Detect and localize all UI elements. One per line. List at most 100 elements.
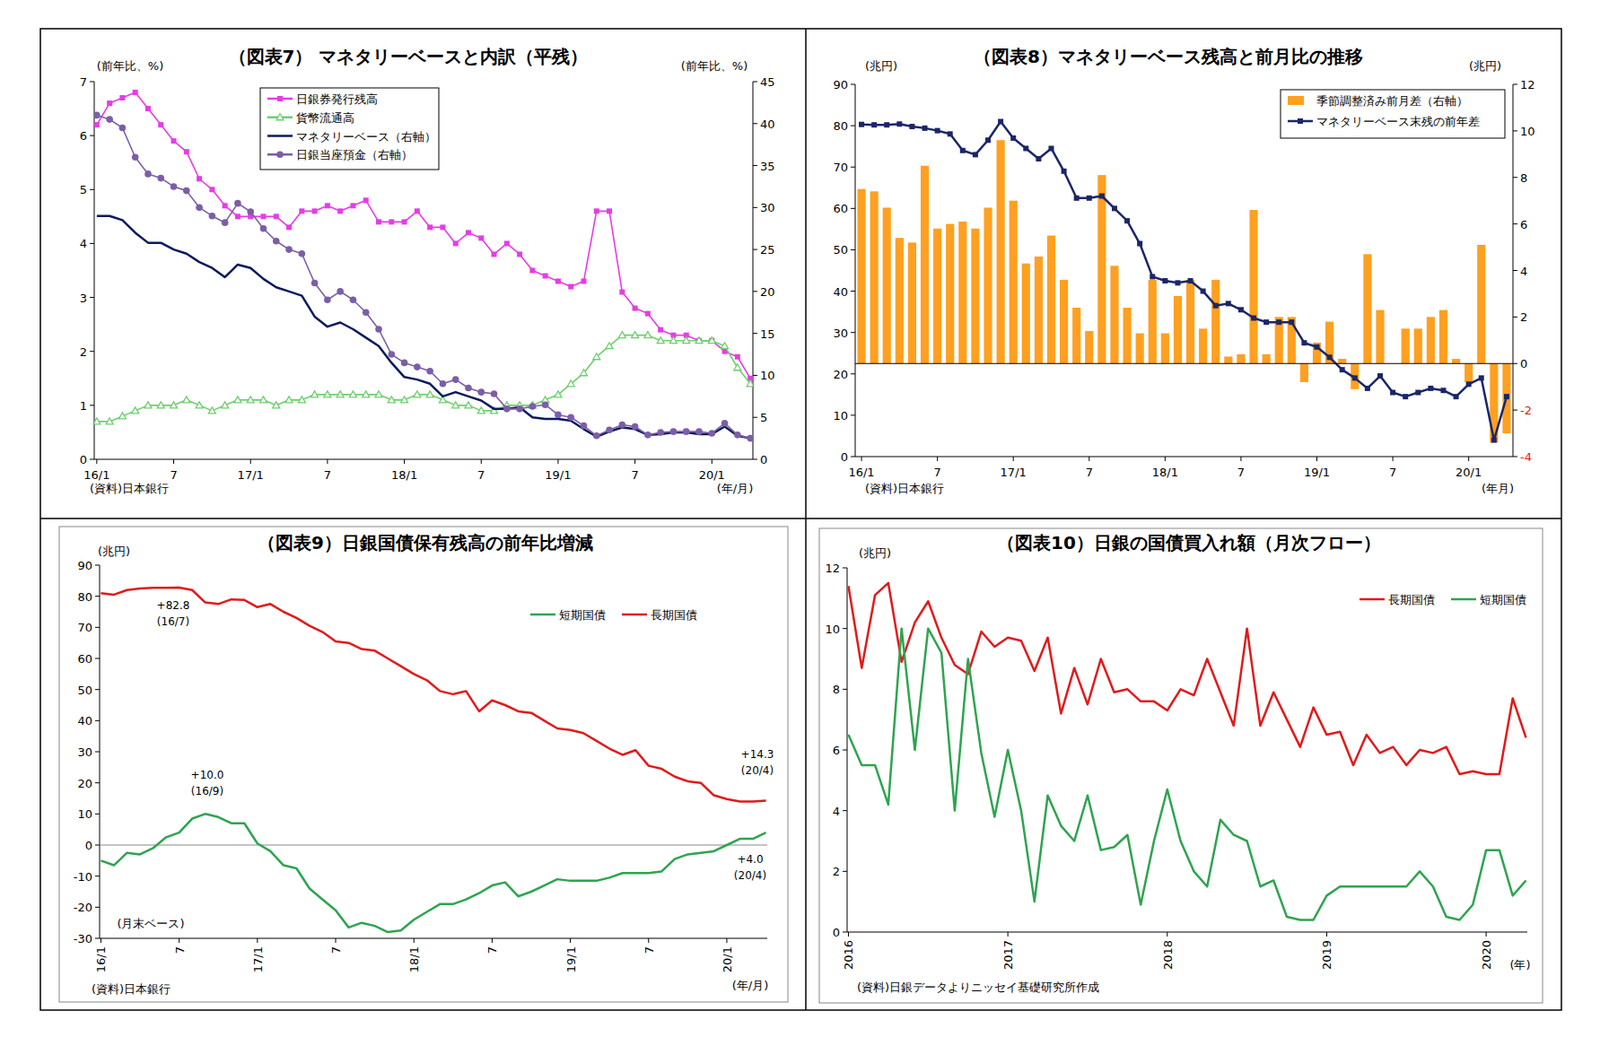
marker [209,212,217,220]
marker [285,245,293,254]
marker [1099,193,1105,200]
y2-axis-label: (兆円) [1468,59,1502,73]
marker [273,213,280,219]
marker [1478,375,1485,381]
x-tick [1316,456,1318,462]
marker [605,342,613,350]
marker [1276,319,1282,325]
y-tick [89,404,95,406]
marker [503,405,511,413]
annotation: (16/9) [191,785,224,798]
marker [1124,218,1130,224]
x-tick-label: 7 [323,468,332,482]
y2-tick-label: 25 [760,243,776,257]
bar [1072,307,1081,364]
divider [40,517,1562,520]
source: (資料)日本銀行 [89,481,169,496]
legend-label: 長期国債 [650,608,698,622]
bar [1337,358,1347,364]
y2-tick-label: 35 [760,159,776,174]
plot-area [856,119,1511,444]
marker [452,402,460,409]
marker [414,208,420,214]
x-tick-label: 16/1 [94,946,108,973]
outer-frame [40,28,1562,1011]
marker [594,208,600,214]
x-tick [1088,456,1090,462]
marker [1225,300,1232,307]
marker [426,391,434,398]
marker [644,332,652,339]
marker [529,268,535,274]
legend-swatch [1451,598,1477,602]
y2-tick-label: 0 [1520,357,1528,371]
marker [1238,306,1244,313]
y2-tick-label: 20 [760,285,776,299]
y2-tick-label: 15 [760,327,776,341]
x-tick-label: 20/1 [699,468,726,482]
line [100,587,766,803]
y-tick-label: 20 [77,777,93,791]
x-axis-label: (年月) [1481,481,1514,496]
marker [670,428,678,436]
legend-label: 短期国債 [559,608,606,622]
marker [401,359,409,368]
divider [804,28,807,1011]
plot-area [848,583,1526,921]
legend-marker [276,150,284,158]
marker [324,202,331,209]
x-tick-label: 20/1 [1455,465,1482,480]
marker [922,125,928,132]
bar [945,224,954,365]
zero-line [99,845,768,847]
y-axis-label: (兆円) [858,546,892,560]
legend-box [1280,89,1505,139]
bar [1148,279,1157,364]
marker [734,431,742,439]
y-tick-label: 70 [832,160,849,175]
x-tick-label: 18/1 [1152,465,1179,480]
x-tick-label: 7 [630,468,639,482]
marker [935,128,941,134]
marker [337,208,343,214]
x-tick [178,938,180,944]
bar [1059,279,1068,364]
marker [644,431,652,439]
marker [375,391,383,398]
marker [195,204,203,212]
marker [349,296,358,304]
marker [721,342,729,350]
marker [144,402,152,409]
marker [272,237,280,245]
panel-frame [59,526,788,1003]
y-tick-label: 6 [79,129,88,143]
marker [554,411,562,420]
x-tick [491,938,493,944]
y2-tick [752,207,758,209]
marker [746,435,753,443]
line [848,629,1526,921]
y-tick [95,782,100,784]
y-tick [95,875,100,877]
legend-marker [276,113,284,121]
marker [682,337,691,344]
marker [196,175,202,182]
x-tick [480,459,482,464]
y2-tick [752,122,758,124]
marker [260,225,268,233]
x-tick [711,459,713,464]
marker [695,428,703,436]
x-tick-label: 2018 [1161,940,1175,971]
marker [298,208,305,214]
y-tick-label: 10 [824,622,840,637]
line [100,813,766,933]
marker [413,391,421,398]
y-tick-label: 10 [832,409,849,423]
x-tick [256,938,258,944]
annotation: (20/4) [741,764,774,778]
marker [222,202,228,209]
x-tick [403,459,405,464]
bar [1477,244,1486,364]
annotation: (16/7) [157,615,190,629]
legend: 季節調整済み前月差（右軸）マネタリーベース末残の前年差 [1280,89,1505,139]
